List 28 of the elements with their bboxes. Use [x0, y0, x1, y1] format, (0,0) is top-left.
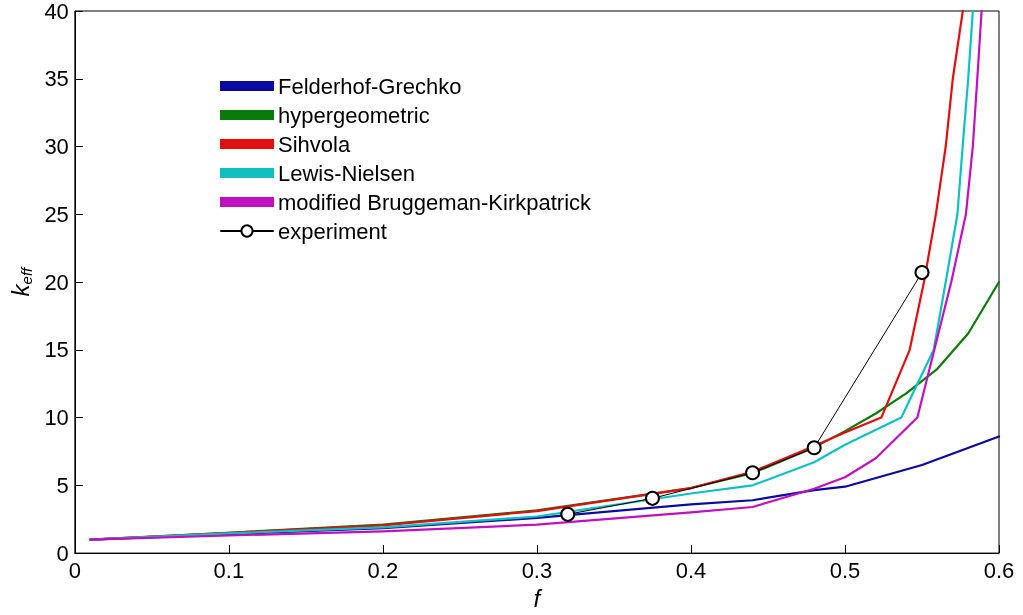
y-tick-label: 40	[44, 0, 69, 24]
x-tick-label: 0.1	[213, 557, 245, 583]
legend-label: modified Bruggeman-Kirkpatrick	[278, 189, 593, 215]
point	[806, 440, 822, 456]
y-tick-label: 35	[44, 66, 69, 92]
x-tick-label: 0.4	[675, 557, 707, 583]
legend-label: Lewis-Nielsen	[278, 160, 415, 186]
x-tick-label: 0.2	[367, 557, 399, 583]
point	[644, 490, 660, 506]
legend-label: Sihvola	[278, 131, 351, 157]
legend-label: experiment	[278, 218, 387, 244]
y-axis-title: keff	[6, 265, 35, 297]
point	[914, 265, 930, 281]
y-tick-label: 0	[56, 540, 69, 566]
y-tick-label: 30	[44, 134, 69, 160]
point	[745, 465, 761, 481]
legend-label: Felderhof-Grechko	[278, 73, 462, 99]
y-tick-label: 15	[44, 337, 69, 363]
x-tick-label: 0.5	[829, 557, 861, 583]
legend-label: hypergeometric	[278, 102, 430, 128]
y-tick-label: 20	[44, 269, 69, 295]
point	[560, 506, 576, 522]
x-tick-label: 0.6	[983, 557, 1015, 583]
x-axis-title: f	[533, 584, 543, 612]
y-tick-label: 10	[44, 405, 69, 431]
y-tick-label: 25	[44, 201, 69, 227]
y-tick-label: 5	[56, 472, 69, 498]
x-tick-label: 0.3	[521, 557, 553, 583]
